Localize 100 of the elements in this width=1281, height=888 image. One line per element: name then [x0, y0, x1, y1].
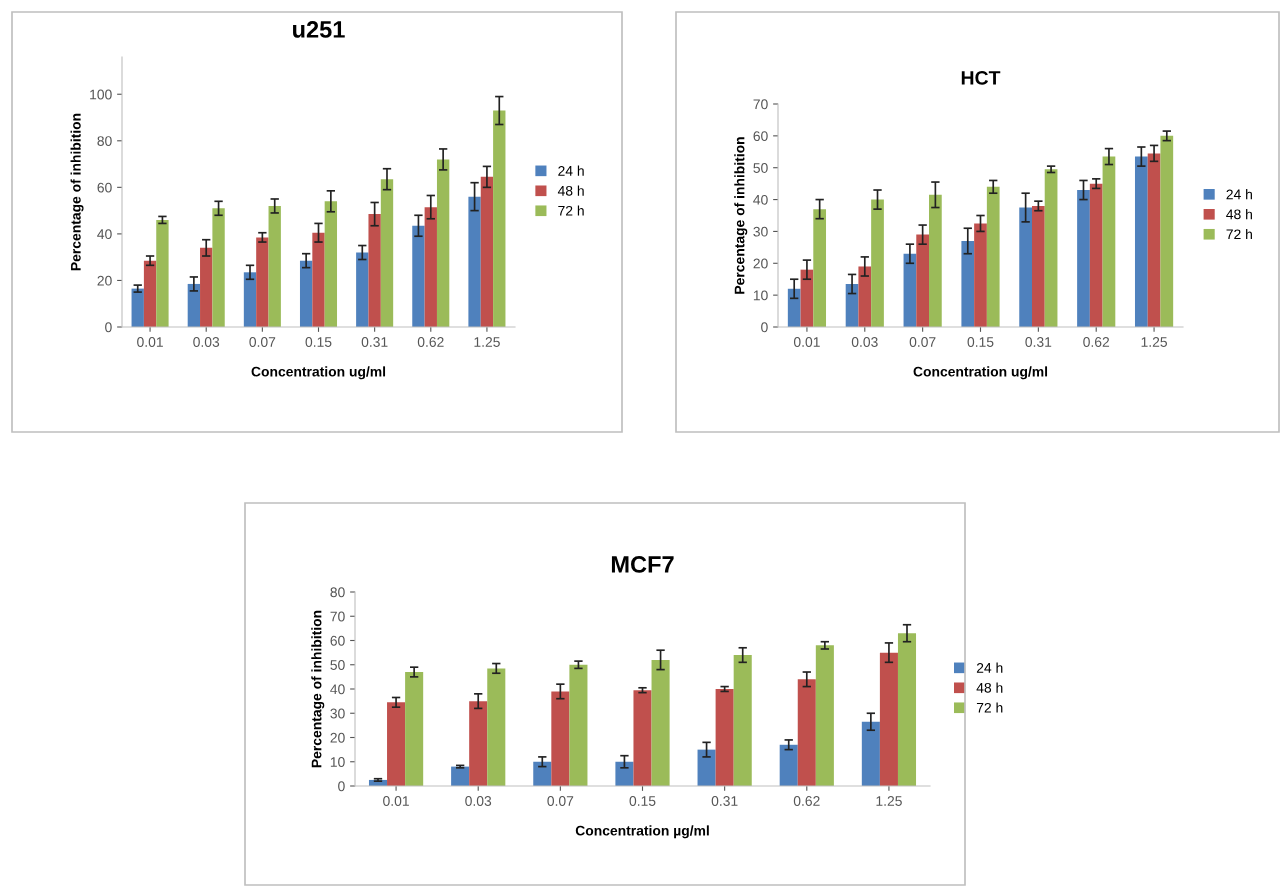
chart-title: u251 [293, 21, 345, 38]
legend-label: 72 h [976, 702, 1003, 713]
legend-label: 72 h [1226, 229, 1252, 240]
y-tick-label: 30 [330, 708, 345, 719]
y-tick-label: 100 [90, 89, 112, 100]
x-tick-label: 0.01 [383, 796, 409, 806]
bar [715, 689, 734, 786]
bar [424, 207, 437, 327]
bar [551, 691, 570, 786]
bar [871, 199, 884, 327]
x-tick-label: 0.07 [909, 337, 936, 347]
y-tick-label: 60 [330, 635, 345, 646]
legend-label: 72 h [558, 205, 584, 216]
x-tick-label: 0.62 [1083, 337, 1110, 347]
bar [187, 283, 201, 327]
bar [312, 232, 325, 327]
bar [468, 196, 481, 327]
bar [569, 664, 588, 786]
bar [897, 633, 917, 786]
bar [1102, 156, 1116, 327]
bar [986, 186, 1000, 327]
y-tick-label: 40 [330, 684, 345, 695]
bar [845, 283, 859, 327]
bar [861, 721, 880, 786]
y-tick-label: 60 [753, 131, 768, 142]
bar [916, 234, 930, 327]
bar [733, 655, 752, 786]
legend-label: 24 h [1226, 189, 1252, 200]
bar [1019, 207, 1032, 327]
y-tick-label: 20 [97, 275, 112, 286]
y-tick-label: 70 [330, 611, 345, 622]
bar [813, 209, 827, 327]
bar [143, 260, 157, 327]
bar [787, 288, 801, 327]
bar [480, 176, 494, 327]
bar [368, 214, 381, 327]
x-tick-label: 0.15 [967, 337, 994, 347]
bar [1044, 169, 1058, 327]
y-tick-label: 20 [330, 732, 345, 743]
y-tick-label: 10 [753, 290, 768, 301]
y-tick-label: 70 [753, 99, 768, 110]
x-tick-label: 0.62 [793, 796, 820, 806]
bar [412, 225, 425, 327]
legend-label: 48 h [557, 185, 584, 196]
bar [131, 288, 144, 327]
legend-label: 24 h [558, 165, 584, 176]
bar [405, 672, 424, 786]
bar [493, 110, 506, 327]
y-tick-label: 0 [338, 781, 345, 792]
x-tick-label: 0.31 [711, 796, 738, 806]
bar [324, 201, 338, 327]
bar [974, 223, 987, 327]
bar [651, 659, 670, 786]
bar [879, 652, 898, 786]
x-tick-label: 0.31 [1025, 337, 1052, 347]
bar [156, 219, 169, 327]
bar [243, 272, 257, 327]
bar [633, 690, 652, 786]
bar [212, 208, 225, 327]
y-tick-label: 50 [330, 660, 345, 670]
bar [697, 749, 716, 786]
y-tick-label: 60 [97, 182, 112, 193]
bar [797, 679, 816, 786]
bar [779, 744, 798, 786]
bar [1031, 205, 1045, 327]
x-axis-title: Concentration µg/ml [575, 825, 709, 839]
x-tick-label: 0.01 [793, 337, 820, 347]
bar [268, 205, 281, 327]
y-axis-title: Percentage of inhibition [311, 610, 325, 768]
x-tick-label: 0.15 [305, 337, 332, 347]
chart-title: HCT [961, 70, 1001, 85]
legend-label: 48 h [1226, 209, 1252, 220]
bar [380, 179, 394, 327]
legend-label: 24 h [976, 662, 1003, 673]
y-tick-label: 20 [753, 258, 768, 269]
x-tick-label: 0.62 [417, 337, 444, 347]
bar [1160, 135, 1174, 327]
x-tick-label: 0.15 [629, 796, 656, 806]
bar [1134, 156, 1148, 327]
y-tick-label: 40 [97, 229, 112, 240]
x-tick-label: 0.01 [137, 337, 163, 347]
x-tick-label: 0.07 [547, 796, 574, 806]
bar [436, 159, 450, 327]
bar [929, 194, 942, 327]
y-axis-title: Percentage of inhibition [734, 137, 748, 294]
bar [815, 645, 834, 786]
y-tick-label: 30 [753, 226, 768, 237]
bar [533, 761, 552, 786]
bar [451, 766, 470, 786]
x-tick-label: 0.03 [851, 337, 878, 347]
x-tick-label: 0.03 [193, 337, 220, 347]
bar [858, 266, 872, 327]
x-tick-label: 0.31 [361, 337, 388, 347]
bar [903, 253, 917, 327]
bar [200, 247, 213, 327]
y-axis-title: Percentage of inhibition [70, 113, 84, 271]
x-axis-title: Concentration ug/ml [913, 366, 1048, 380]
bar [800, 269, 814, 327]
x-tick-label: 1.25 [876, 796, 902, 806]
bar [356, 252, 369, 327]
